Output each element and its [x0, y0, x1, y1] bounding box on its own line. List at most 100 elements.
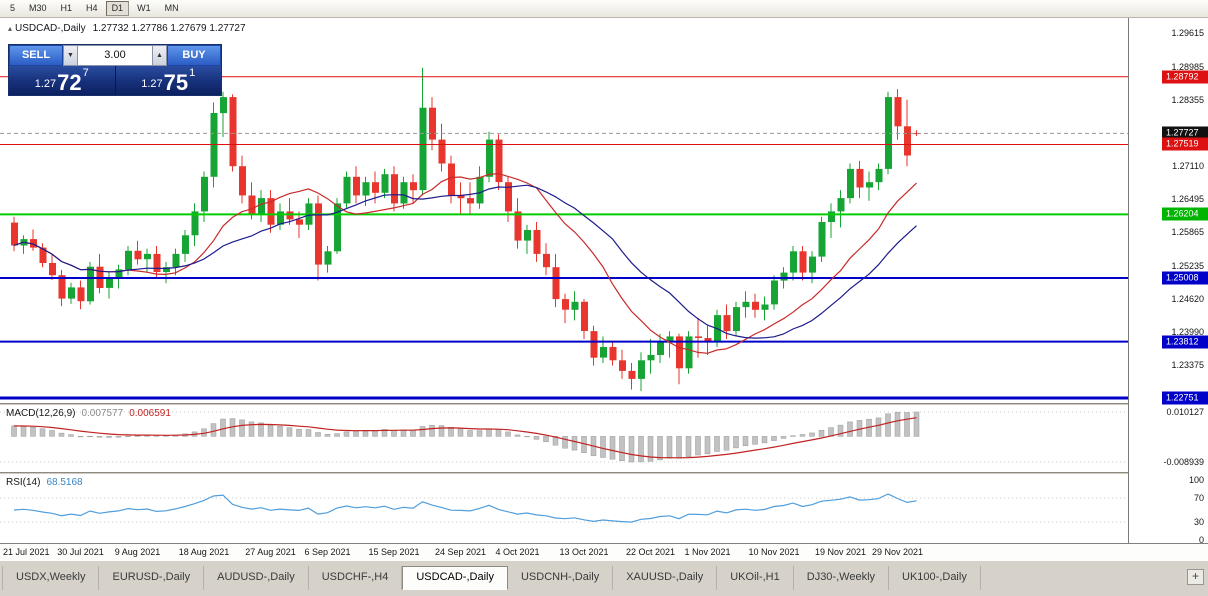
tab-usdx-weekly[interactable]: USDX,Weekly: [2, 566, 100, 590]
candle-body: [362, 182, 370, 196]
macd-histogram-bar: [305, 429, 312, 437]
macd-histogram-bar: [467, 430, 473, 437]
price-tag-122751: 1.22751: [1162, 391, 1208, 405]
time-axis-label: 15 Sep 2021: [368, 547, 420, 557]
macd-histogram-bar: [761, 436, 768, 444]
candle-body: [514, 211, 522, 241]
ma-slow-blue[interactable]: [13, 184, 917, 339]
macd-histogram-bar: [685, 436, 692, 457]
macd-histogram-bar: [913, 411, 920, 437]
volume-input[interactable]: 3.00: [78, 45, 152, 66]
candle-body: [39, 247, 47, 263]
rsi-axis-label: 100: [1188, 475, 1204, 485]
timeframe-5[interactable]: 5: [10, 3, 16, 13]
candle-body: [742, 301, 750, 308]
macd-histogram-bar: [353, 431, 359, 437]
candle-body: [486, 139, 493, 177]
macd-histogram-bar: [780, 436, 787, 439]
rsi-axis-label: 70: [1193, 493, 1204, 503]
time-axis-label: 30 Jul 2021: [57, 547, 104, 557]
price-chart-canvas[interactable]: [0, 18, 1128, 403]
candle-body: [780, 272, 788, 281]
tab-audusd-daily[interactable]: AUDUSD-,Daily: [204, 566, 309, 590]
macd-histogram-bar: [600, 436, 606, 458]
macd-histogram-bar: [571, 436, 578, 451]
candle-body: [77, 287, 85, 302]
tab-usdcad-daily[interactable]: USDCAD-,Daily: [402, 566, 508, 590]
macd-histogram-bar: [904, 412, 910, 437]
candle-body: [87, 266, 94, 302]
volume-increase-button[interactable]: ▲: [152, 45, 167, 66]
rsi-panel-canvas[interactable]: [0, 474, 1128, 543]
tab-usdcnh-daily[interactable]: USDCNH-,Daily: [508, 566, 614, 590]
candle-body: [818, 222, 826, 257]
price-tag-126204: 1.26204: [1162, 207, 1208, 221]
candle-body: [248, 195, 256, 215]
candle-body: [343, 176, 351, 204]
macd-value: 0.007577: [81, 408, 124, 419]
macd-histogram-bar: [543, 436, 549, 443]
timeframe-h1[interactable]: H1: [60, 3, 73, 13]
candle-body: [609, 347, 617, 361]
sell-button[interactable]: SELL: [9, 45, 63, 66]
candle-body: [429, 107, 436, 140]
macd-histogram-bar: [448, 427, 454, 437]
ma-fast-red[interactable]: [13, 172, 917, 354]
macd-histogram-bar: [609, 436, 616, 460]
timeframe-h4[interactable]: H4: [86, 3, 98, 13]
chart-title: ▴ USDCAD-,Daily 1.27732 1.27786 1.27679 1.…: [8, 23, 246, 34]
tab-usdchf-h4[interactable]: USDCHF-,H4: [309, 566, 403, 590]
timeframe-mn[interactable]: MN: [164, 3, 179, 13]
candle-body: [49, 263, 56, 276]
candle-body: [904, 126, 911, 156]
macd-histogram-bar: [20, 426, 27, 437]
time-axis-label: 19 Nov 2021: [814, 547, 867, 557]
candle-body: [400, 182, 408, 204]
macd-panel-canvas[interactable]: [0, 405, 1128, 472]
buy-button[interactable]: BUY: [167, 45, 221, 66]
timeframe-d1[interactable]: D1: [105, 1, 130, 16]
tab-xauusd-daily[interactable]: XAUUSD-,Daily: [613, 566, 718, 590]
price-tag-127727: 1.27727: [1162, 126, 1208, 140]
buy-price-display[interactable]: 1.27 75 1: [116, 66, 222, 95]
macd-histogram-bar: [49, 430, 55, 437]
timeframe-m30[interactable]: M30: [29, 3, 47, 13]
macd-histogram-bar: [286, 427, 293, 437]
candle-body: [134, 250, 142, 260]
macd-histogram-bar: [524, 436, 530, 438]
time-axis-label: 27 Aug 2021: [245, 547, 296, 557]
rsi-line: [13, 493, 917, 523]
macd-histogram-bar: [277, 426, 283, 437]
tab-eurusd-daily[interactable]: EURUSD-,Daily: [99, 566, 205, 590]
candle-body: [239, 166, 246, 196]
macd-histogram-bar: [562, 436, 568, 449]
candle-body: [856, 168, 864, 188]
macd-histogram-bar: [847, 421, 853, 437]
panel-separator[interactable]: [0, 472, 1208, 474]
panel-separator[interactable]: [0, 403, 1208, 405]
time-axis[interactable]: 21 Jul 2021 30 Jul 2021 9 Aug 2021 18 Aug 2…: [0, 543, 1208, 561]
sell-price-display[interactable]: 1.27 72 7: [9, 66, 115, 95]
candle-body: [828, 211, 835, 222]
volume-decrease-button[interactable]: ▼: [63, 45, 78, 66]
macd-histogram-bar: [818, 429, 825, 437]
new-chart-button[interactable]: +: [1187, 569, 1204, 585]
candle-body: [723, 315, 731, 332]
timeframe-w1[interactable]: W1: [137, 3, 151, 13]
tab-uk100-daily[interactable]: UK100-,Daily: [889, 566, 981, 590]
candle-body: [552, 267, 560, 300]
macd-histogram-bar: [362, 430, 369, 437]
candle-body: [771, 280, 778, 305]
price-axis[interactable]: 1.29615 1.28985 1.28355 1.27110 1.26495 1.258…: [1128, 18, 1208, 545]
candle-body: [372, 182, 379, 193]
macd-histogram-bar: [106, 436, 112, 438]
tab-dj30-weekly[interactable]: DJ30-,Weekly: [794, 566, 890, 590]
candle-body: [391, 174, 398, 204]
macd-histogram-bar: [552, 436, 559, 446]
macd-histogram-bar: [30, 426, 36, 437]
macd-histogram-bar: [619, 436, 625, 461]
macd-label: MACD(12,26,9) 0.007577 0.006591: [6, 408, 171, 419]
tab-ukoil-h1[interactable]: UKOil-,H1: [717, 566, 794, 590]
price-divider: [114, 66, 116, 95]
